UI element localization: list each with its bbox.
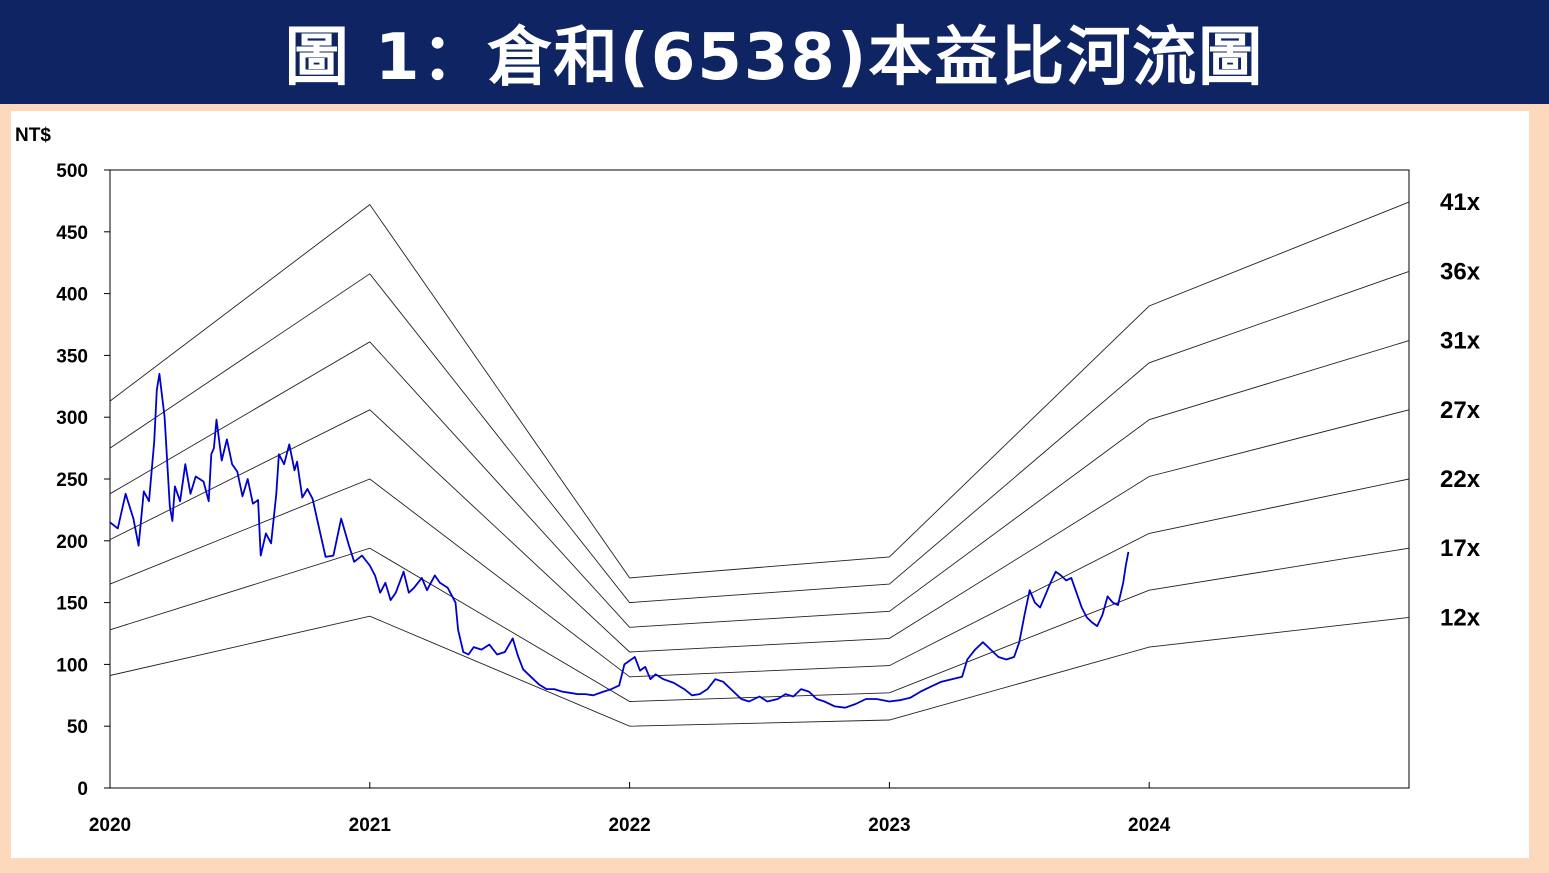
- pe-band-label: 17x: [1440, 535, 1481, 562]
- y-tick-label: 250: [56, 470, 88, 491]
- y-tick-label: 400: [56, 285, 88, 306]
- chart-panel: 0 50 100 150 200 250 300 350 400 450 500 NT$ 2020 202…: [11, 111, 1529, 858]
- chart-title: 圖 1：倉和(6538)本益比河流圖: [284, 21, 1265, 95]
- pe-band-line: [109, 270, 1410, 604]
- y-tick-label: 300: [56, 408, 88, 429]
- pe-band-line: [109, 478, 1410, 678]
- y-tick-label: 100: [56, 655, 88, 676]
- pe-band-line: [109, 340, 1410, 628]
- y-tick-label: 450: [56, 223, 88, 244]
- y-tick-label: 500: [56, 161, 88, 182]
- y-tick-label: 350: [56, 346, 88, 367]
- y-axis-unit: NT$: [15, 125, 51, 146]
- x-tick-label: 2020: [89, 815, 131, 836]
- y-tick-label: 150: [56, 594, 88, 615]
- pe-band-line: [109, 547, 1410, 702]
- x-tick-label: 2024: [1128, 815, 1171, 836]
- pe-band-line: [109, 615, 1410, 727]
- pe-band-label: 22x: [1440, 466, 1481, 493]
- x-tick-label: 2021: [349, 815, 392, 836]
- plot-frame: [109, 169, 1410, 789]
- pe-band-line: [109, 201, 1410, 579]
- pe-band-label: 12x: [1440, 604, 1481, 631]
- y-tick-label: 0: [77, 779, 88, 800]
- price-line: [109, 373, 1130, 709]
- pe-band-label: 36x: [1440, 258, 1481, 285]
- x-tick-label: 2023: [868, 815, 910, 836]
- y-tick-label: 50: [67, 717, 88, 738]
- pe-band-label: 41x: [1440, 189, 1481, 216]
- y-tick-label: 200: [56, 532, 88, 553]
- pe-band-line: [109, 409, 1410, 653]
- title-bar: 圖 1：倉和(6538)本益比河流圖: [0, 0, 1549, 104]
- x-tick-label: 2022: [608, 815, 650, 836]
- pe-band-label: 27x: [1440, 397, 1481, 424]
- pe-band-label: 31x: [1440, 328, 1481, 355]
